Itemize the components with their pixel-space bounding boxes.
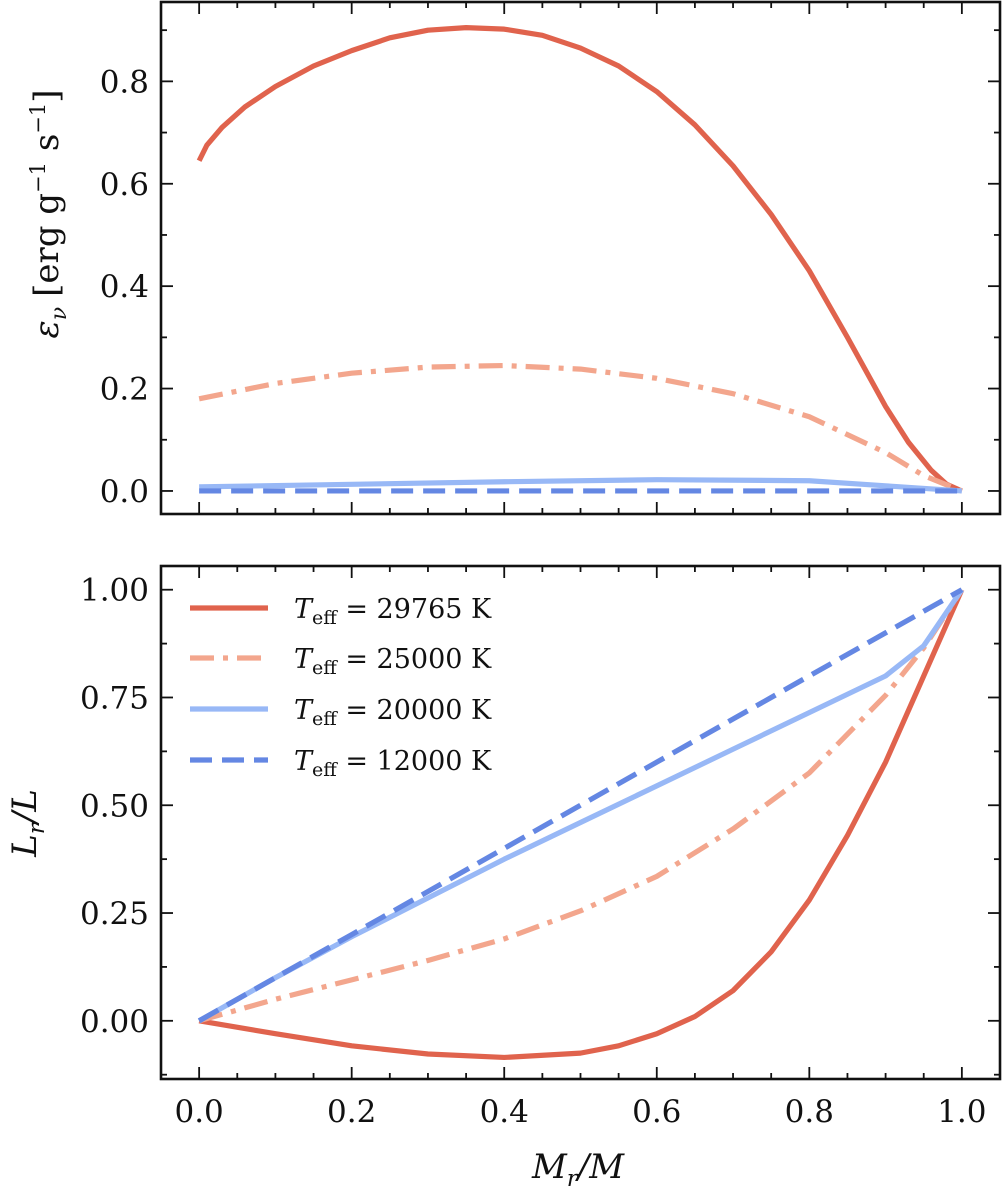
legend-entry-25000: Teff = 25000 K <box>190 644 492 679</box>
legend-entry-29765: Teff = 29765 K <box>190 594 492 629</box>
bottom-y-tick-label: 0.50 <box>80 788 149 824</box>
legend-entry-20000: Teff = 20000 K <box>190 695 492 730</box>
bottom-x-axis-label: Mr/M <box>531 1147 625 1192</box>
top-y-tick-label: 0.8 <box>100 64 149 100</box>
legend-label-20000: Teff = 20000 K <box>294 695 492 730</box>
bottom-panel: 0.000.250.500.751.00 0.0 0.2 0.4 0.6 0.8 1.0 … <box>5 564 1002 1192</box>
top-ticks <box>161 2 1000 514</box>
bottom-y-tick-label: 0.00 <box>80 1004 149 1040</box>
bottom-series-line-25000 <box>198 588 965 1024</box>
bottom-x-tick-label: 0.2 <box>327 1094 376 1130</box>
bottom-series-lines <box>197 587 965 1061</box>
legend: Teff = 29765 K Teff = 25000 K Teff = 200… <box>190 594 492 781</box>
bottom-y-axis-label: Lr/L <box>5 789 50 858</box>
top-series-line-25000 <box>198 362 963 494</box>
top-y-tick-labels: 0.0 0.2 0.4 0.6 0.8 <box>100 64 149 510</box>
bottom-series-line-20000 <box>197 588 965 1024</box>
top-y-axis-label: εν[erg g−1 s−1] <box>26 89 72 338</box>
bottom-y-tick-label: 0.75 <box>80 680 149 716</box>
bottom-x-tick-label: 1.0 <box>937 1094 986 1130</box>
bottom-y-tick-label: 0.25 <box>80 896 149 932</box>
top-y-tick-label: 0.2 <box>100 372 149 408</box>
bottom-x-tick-label: 0.6 <box>632 1094 681 1130</box>
bottom-y-tick-label: 1.00 <box>80 573 149 609</box>
legend-label-12000: Teff = 12000 K <box>294 746 492 781</box>
bottom-x-tick-label: 0.0 <box>174 1094 223 1130</box>
bottom-x-tick-label: 0.4 <box>480 1094 529 1130</box>
bottom-y-tick-labels: 0.00 0.25 0.50 0.75 1.00 <box>80 573 149 1040</box>
bottom-x-tick-label: 0.8 <box>785 1094 834 1130</box>
legend-label-25000: Teff = 25000 K <box>294 644 492 679</box>
top-series-lines <box>196 25 963 494</box>
legend-entry-12000: Teff = 12000 K <box>190 746 492 781</box>
bottom-series-line-12000 <box>197 587 964 1024</box>
bottom-ticks <box>161 566 1000 1079</box>
legend-label-29765: Teff = 29765 K <box>294 594 492 629</box>
top-panel: 0.0 0.2 0.4 0.6 0.8 εν[erg g−1 s−1] <box>26 0 1002 516</box>
bottom-series-line-29765 <box>198 588 965 1061</box>
top-y-tick-label: 0.0 <box>100 474 149 510</box>
top-y-tick-label: 0.6 <box>100 167 149 203</box>
top-series-line-29765 <box>196 25 963 494</box>
top-y-tick-label: 0.4 <box>100 269 149 305</box>
bottom-x-tick-labels: 0.0 0.2 0.4 0.6 0.8 1.0 <box>174 1094 986 1130</box>
top-series-line-20000 <box>199 477 963 494</box>
